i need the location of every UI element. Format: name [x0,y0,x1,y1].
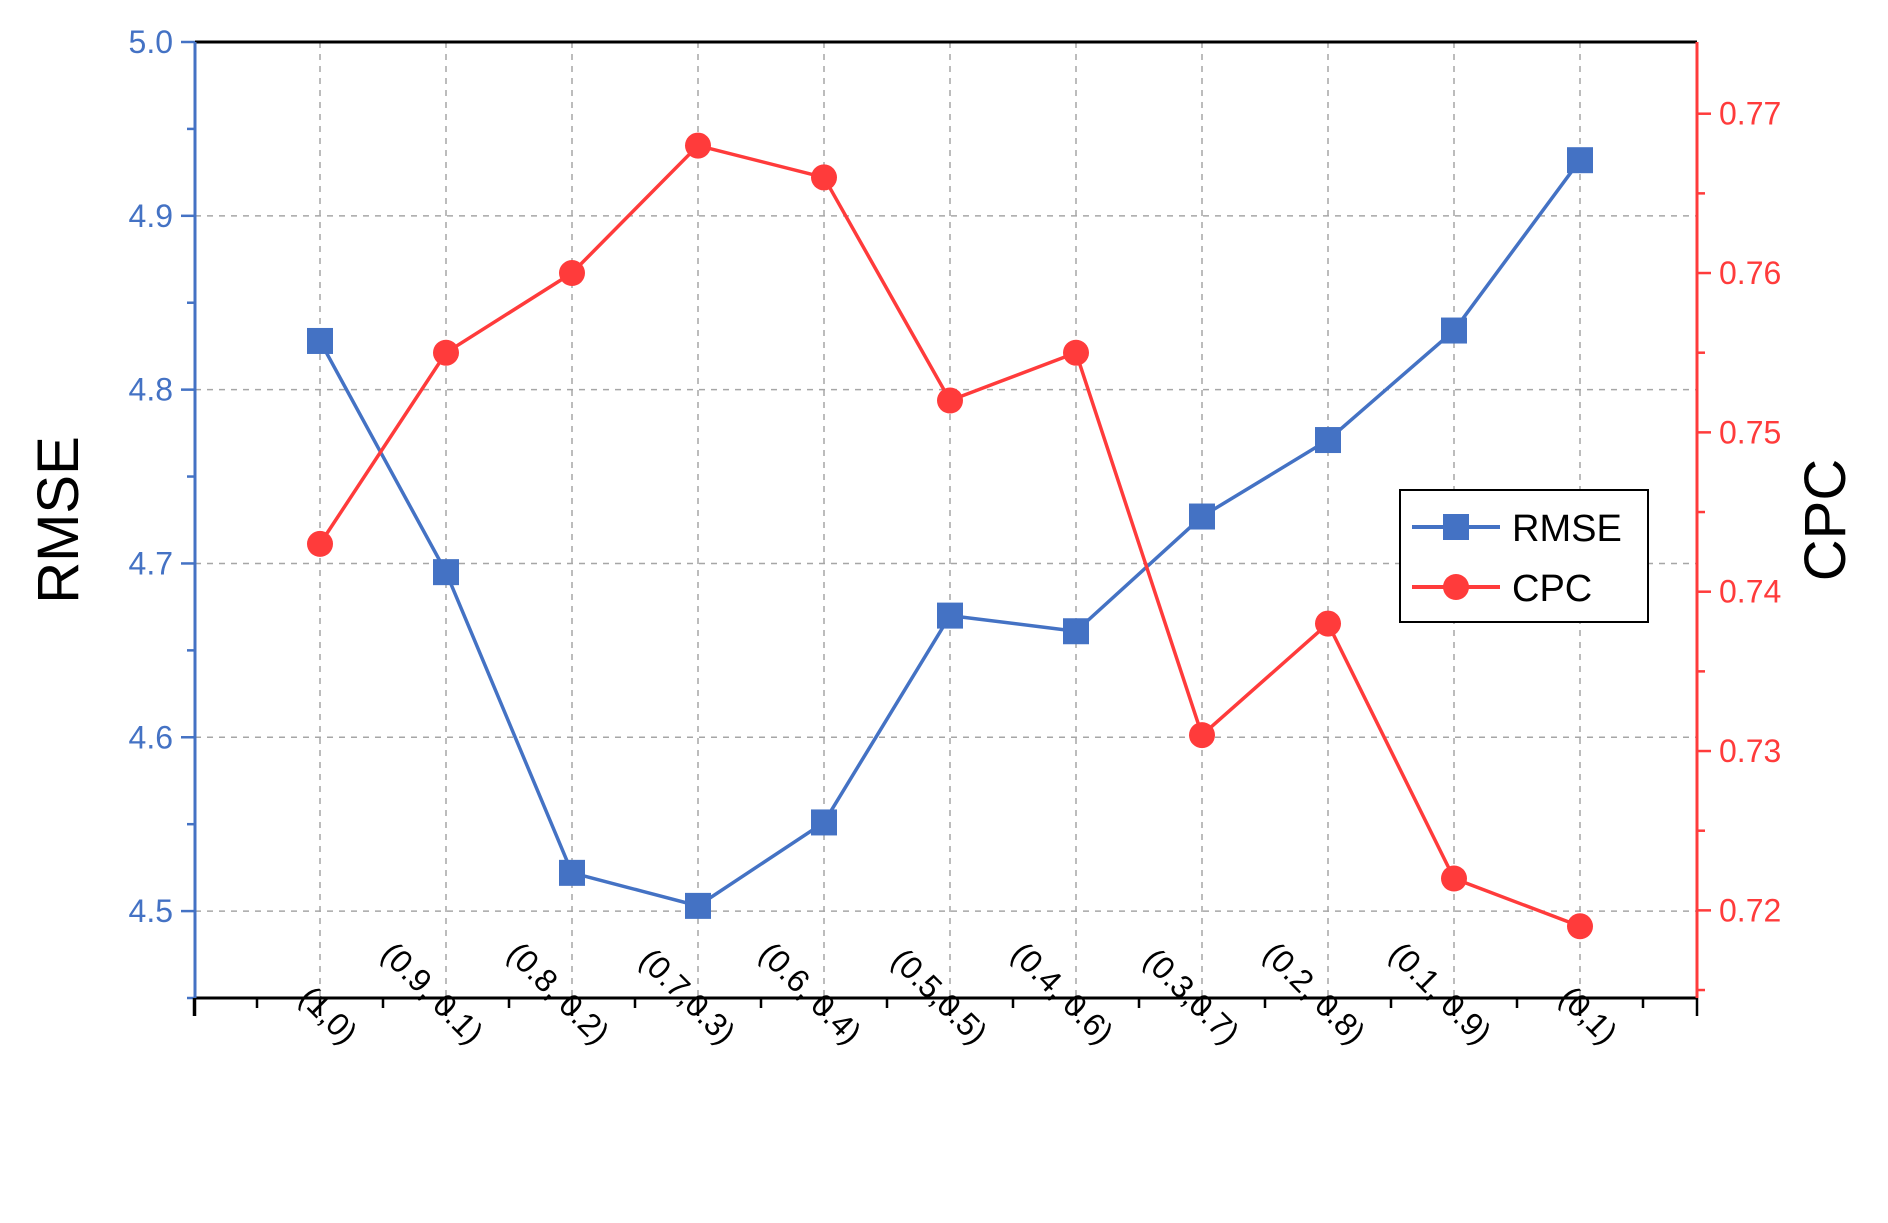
data-point-rmse [1315,427,1341,454]
data-point-cpc [1189,722,1215,749]
data-point-rmse [1063,618,1089,645]
labels-layer: RMSE CPC [26,436,1858,604]
y-axis-title-left: RMSE [26,436,91,604]
x-tick-label: (0.3,0.7) [1137,941,1247,1051]
y-tick-label-right: 0.74 [1719,574,1781,610]
y-tick-label-right: 0.76 [1719,255,1781,291]
legend-label-cpc: CPC [1512,568,1592,610]
data-point-cpc [937,387,963,414]
y-tick-label-right: 0.77 [1719,96,1781,132]
data-point-rmse [307,327,333,354]
x-tick-label: (0.4, 0.6) [1004,935,1120,1051]
data-point-cpc [559,260,585,287]
x-tick-label: (0,1) [1553,979,1625,1051]
y-tick-label-left: 4.9 [129,198,173,234]
x-tick-label: (0.5,0.5) [885,941,995,1051]
y-tick-label-left: 5.0 [129,24,173,60]
x-tick-label: (0.8, 0.2) [500,935,616,1051]
data-point-cpc [811,164,837,191]
y-tick-label-right: 0.72 [1719,892,1781,928]
data-point-cpc [1063,339,1089,366]
data-point-rmse [1189,503,1215,530]
x-tick-label: (1,0) [293,979,365,1051]
data-point-cpc [1315,610,1341,637]
x-tick-label: (0.1, 0.9) [1382,935,1498,1051]
legend-label-rmse: RMSE [1512,508,1622,550]
legend-marker-rmse [1443,514,1469,540]
y-tick-label-left: 4.8 [129,372,173,408]
data-point-cpc [433,339,459,366]
data-point-rmse [685,892,711,919]
data-point-rmse [937,602,963,629]
legend-box [1399,489,1649,623]
legend-marker-cpc [1443,574,1469,600]
data-point-cpc [307,530,333,557]
x-tick-label: (0.9, 0.1) [374,935,490,1051]
y-tick-label-left: 4.7 [129,545,173,581]
data-point-cpc [685,132,711,159]
series-layer [307,132,1593,940]
data-point-rmse [559,859,585,886]
y-tick-label-left: 4.5 [129,893,173,929]
x-tick-label: (0.6, 0.4) [752,935,868,1051]
data-point-cpc [1567,913,1593,940]
data-point-rmse [1567,147,1593,174]
y-tick-label-right: 0.73 [1719,733,1781,769]
data-point-cpc [1441,865,1467,892]
y-tick-label-right: 0.75 [1719,414,1781,450]
data-point-rmse [811,809,837,836]
data-point-rmse [1441,317,1467,344]
legend: RMSE CPC [1399,489,1649,623]
y-tick-label-left: 4.6 [129,719,173,755]
y-axis-title-right: CPC [1793,459,1858,581]
x-tick-label: (0.7,0.3) [633,941,743,1051]
grid-layer [195,42,1697,998]
x-tick-label: (0.2, 0.8) [1256,935,1372,1051]
data-point-rmse [433,559,459,586]
